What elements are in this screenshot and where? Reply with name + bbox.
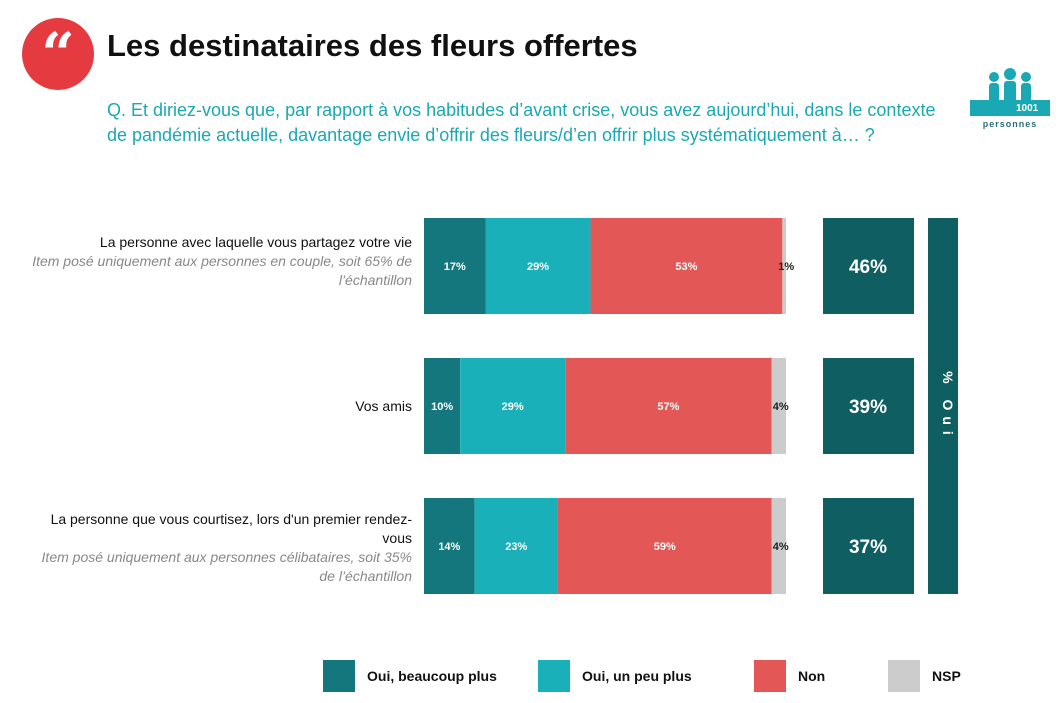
people-icon — [970, 68, 1050, 116]
bar-segment — [424, 358, 461, 454]
quote-icon: “ — [41, 20, 75, 88]
legend-label: Oui, un peu plus — [582, 668, 692, 684]
logo-text: personnes — [982, 119, 1038, 129]
data-label: 10% — [431, 401, 453, 413]
data-label: 23% — [505, 541, 527, 553]
data-label: 1% — [778, 261, 794, 273]
row-label-3: La personne que vous courtisez, lors d'u… — [32, 510, 412, 586]
survey-question: Q. Et diriez-vous que, par rapport à vos… — [107, 100, 936, 145]
data-label: 29% — [527, 261, 549, 273]
bar-segment — [771, 358, 786, 454]
bar-segment — [565, 358, 772, 454]
bar-segment — [557, 498, 772, 594]
bar-segment — [782, 218, 786, 314]
legend-label: NSP — [932, 668, 961, 684]
bar-segment — [460, 358, 566, 454]
totals-band — [928, 218, 958, 594]
data-label: 14% — [438, 541, 460, 553]
bar-segment — [424, 498, 475, 594]
legend-swatch — [538, 660, 570, 692]
data-label: 4% — [773, 401, 789, 413]
total-label: 37% — [849, 537, 887, 558]
total-box — [823, 218, 914, 314]
quote-badge: “ — [22, 18, 94, 90]
data-label: 4% — [773, 541, 789, 553]
legend-swatch — [888, 660, 920, 692]
total-label: 39% — [849, 397, 887, 418]
logo: 1001 personnes — [970, 66, 1050, 138]
data-label: 29% — [502, 401, 524, 413]
row-label-main: La personne que vous courtisez, lors d'u… — [50, 511, 412, 546]
bar-segment — [590, 218, 783, 314]
logo-number: 1001 — [1016, 103, 1039, 114]
legend-label: Oui, beaucoup plus — [367, 668, 497, 684]
row-label-main: Vos amis — [355, 398, 412, 414]
data-label: 57% — [657, 401, 679, 413]
data-label: 59% — [654, 541, 676, 553]
row-label-2: Vos amis — [32, 397, 412, 416]
data-label: 53% — [675, 261, 697, 273]
row-label-1: La personne avec laquelle vous partagez … — [32, 233, 412, 290]
row-label-note: Item posé uniquement aux personnes célib… — [41, 549, 412, 584]
bar-segment — [771, 498, 786, 594]
bar-segment — [485, 218, 591, 314]
total-label: 46% — [849, 257, 887, 278]
total-box — [823, 498, 914, 594]
data-label: 17% — [444, 261, 466, 273]
legend-swatch — [754, 660, 786, 692]
legend-label: Non — [798, 668, 826, 684]
bar-segment — [474, 498, 558, 594]
page-title: Les destinataires des fleurs offertes — [107, 28, 638, 63]
total-box — [823, 358, 914, 454]
legend-swatch — [323, 660, 355, 692]
row-label-main: La personne avec laquelle vous partagez … — [99, 234, 412, 250]
row-label-note: Item posé uniquement aux personnes en co… — [32, 253, 412, 288]
bar-segment — [424, 218, 486, 314]
totals-axis-label: % Oui — [940, 371, 956, 441]
